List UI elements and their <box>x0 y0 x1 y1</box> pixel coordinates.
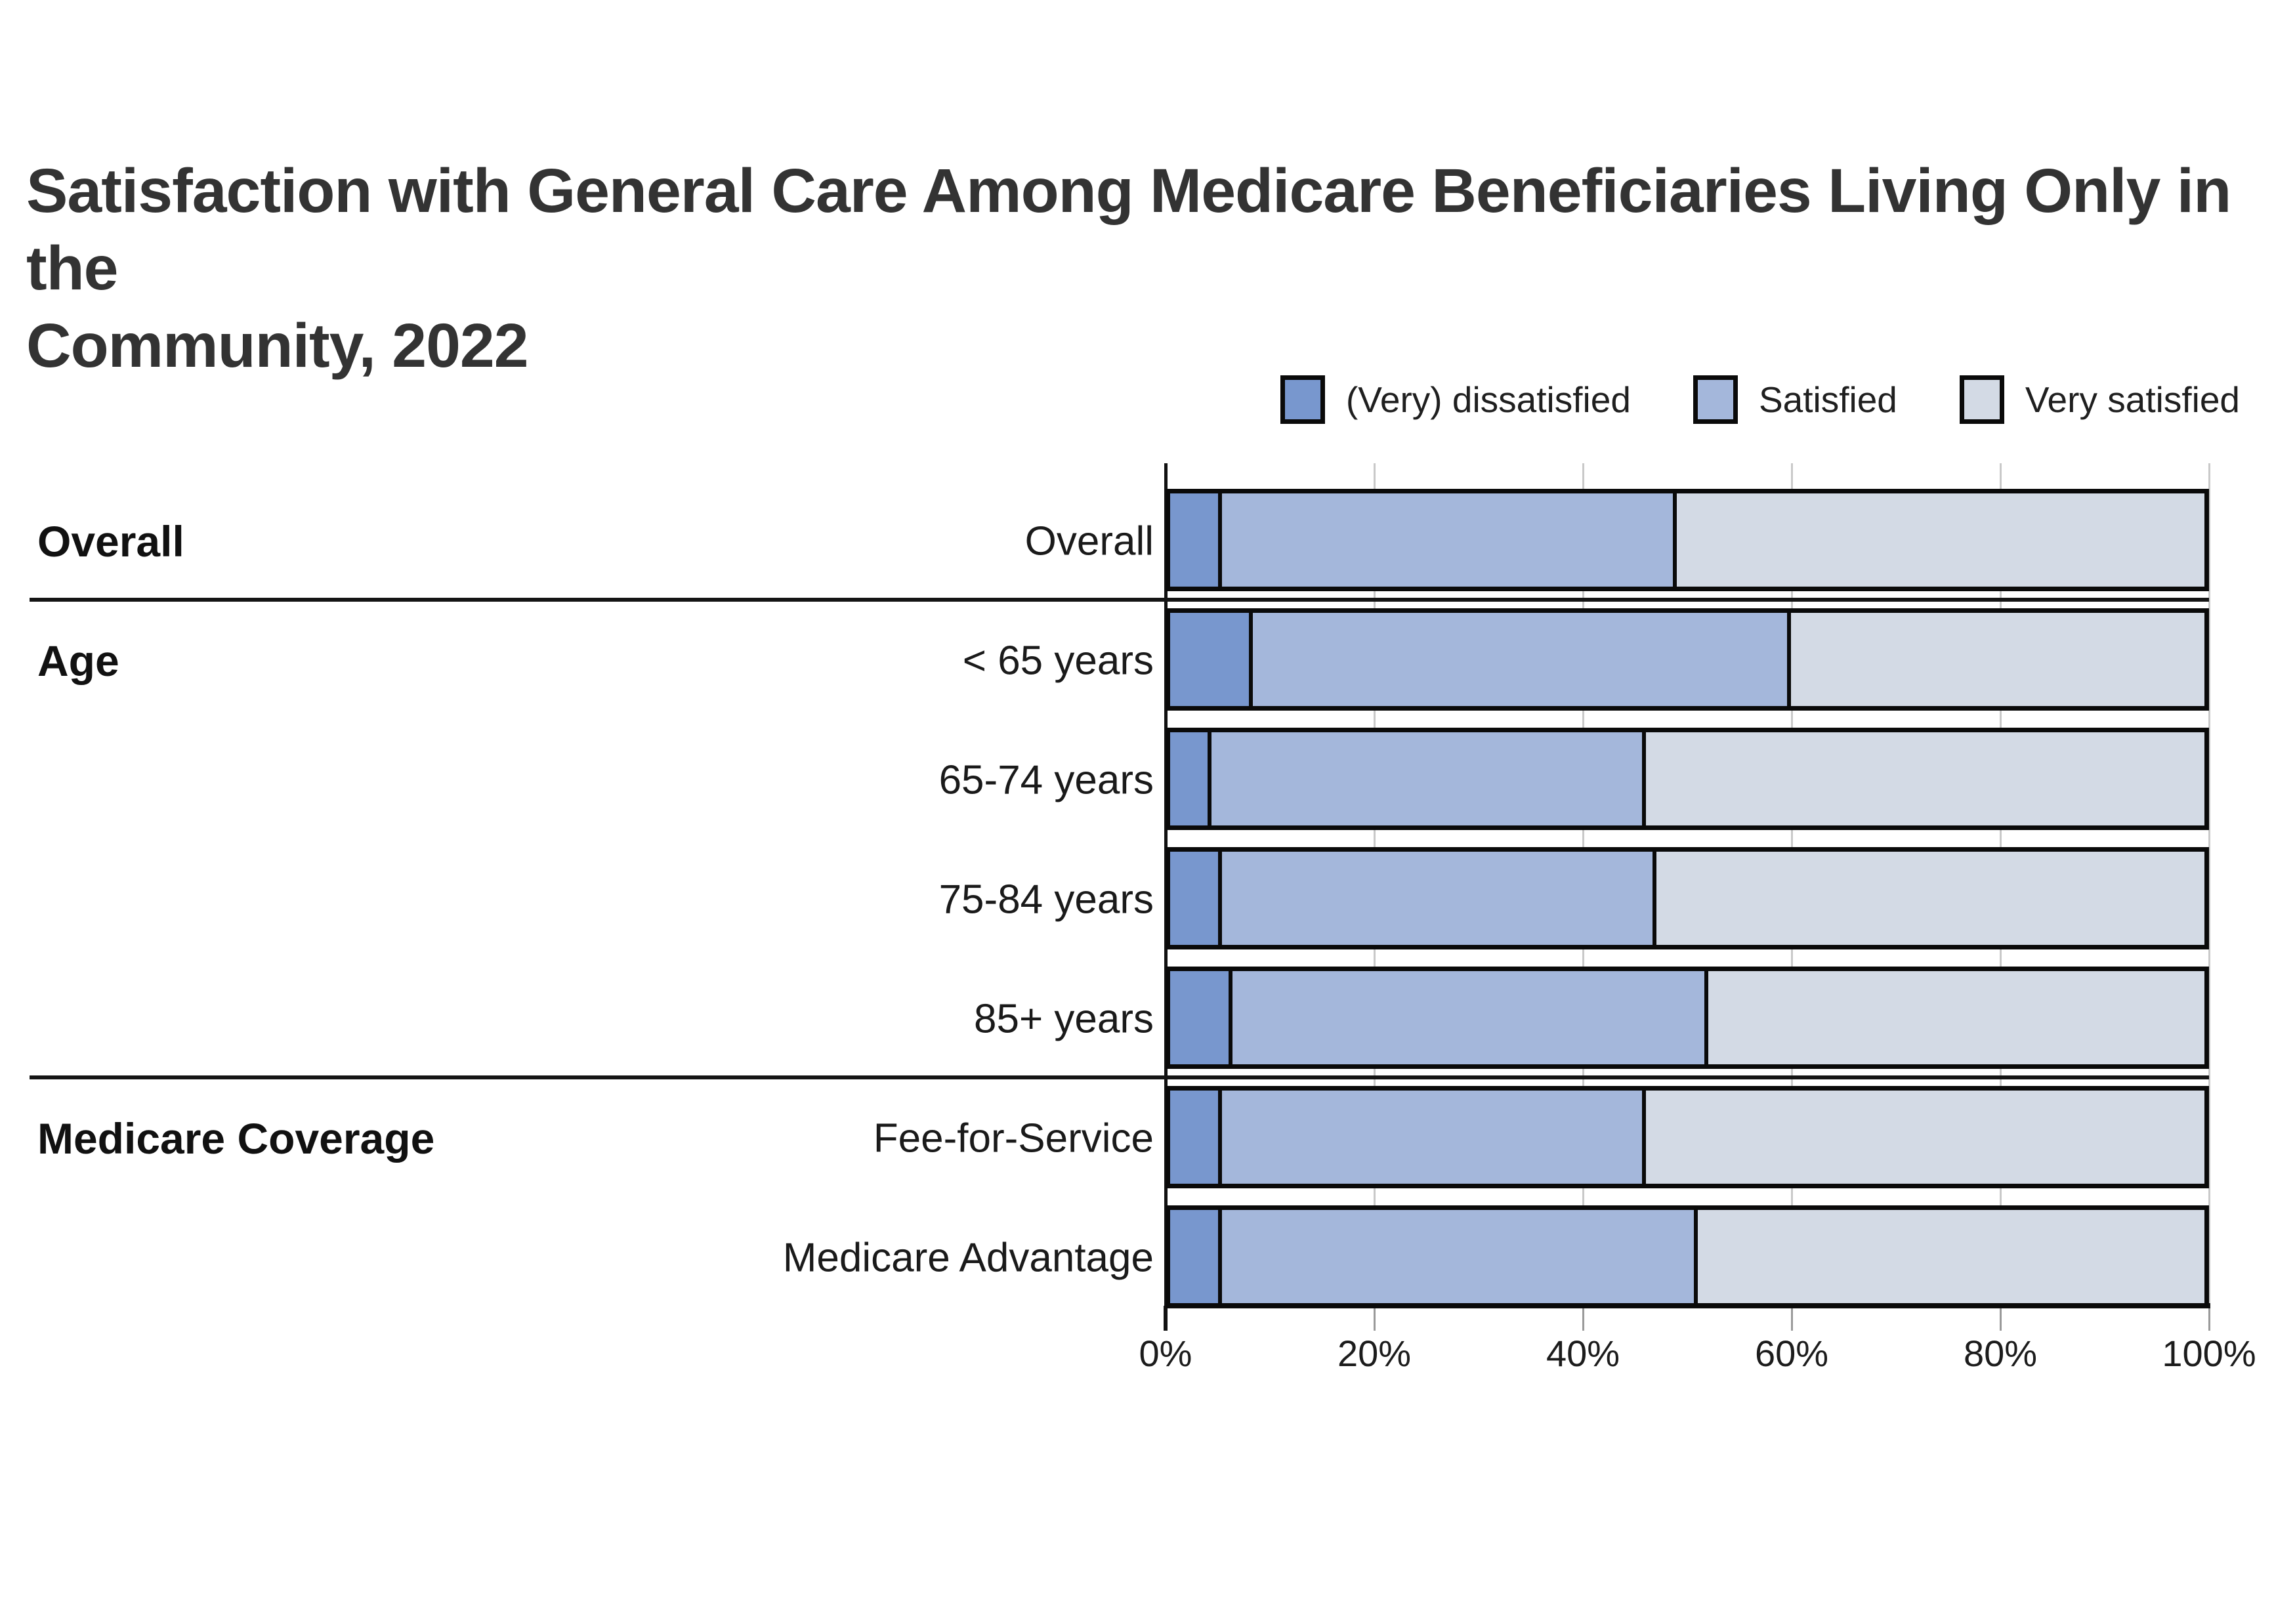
x-tick-label-80: 80% <box>1963 1333 2038 1374</box>
bar-row-4 <box>1166 967 2209 1069</box>
x-tick-label-20: 20% <box>1337 1333 1412 1374</box>
bar-segment-satisfied <box>1232 971 1708 1064</box>
legend-item-dissatisfied: (Very) dissatisfied <box>1280 375 1631 424</box>
bar-segment-dissatisfied <box>1170 852 1222 945</box>
bar-segment-very-satisfied <box>1645 1091 2204 1184</box>
group-label-medicare-coverage: Medicare Coverage <box>37 1114 435 1163</box>
x-tick-label-100: 100% <box>2162 1333 2256 1374</box>
bar-row-0 <box>1166 489 2209 591</box>
bar-row-6 <box>1166 1205 2209 1308</box>
legend-item-very-satisfied: Very satisfied <box>1959 375 2240 424</box>
page-title-line2: Community, 2022 <box>26 311 529 381</box>
bar-segment-dissatisfied <box>1170 493 1222 587</box>
legend: (Very) dissatisfied Satisfied Very satis… <box>1218 375 2240 424</box>
x-tick-40 <box>1582 1306 1584 1331</box>
bar-segment-very-satisfied <box>1708 971 2204 1064</box>
bar-segment-very-satisfied <box>1790 613 2204 706</box>
x-tick-60 <box>1791 1306 1793 1331</box>
group-separator-1 <box>30 1075 2209 1079</box>
x-tick-label-0: 0% <box>1139 1333 1192 1374</box>
bar-segment-very-satisfied <box>1656 852 2204 945</box>
bar-label-2: 65-74 years <box>938 757 1154 803</box>
page-title-line1: Satisfaction with General Care Among Med… <box>26 156 2231 303</box>
bar-label-0: Overall <box>1024 518 1154 564</box>
x-tick-label-40: 40% <box>1546 1333 1620 1374</box>
x-tick-0 <box>1164 1306 1168 1331</box>
bar-segment-dissatisfied <box>1170 732 1212 825</box>
bar-segment-satisfied <box>1221 1091 1646 1184</box>
legend-item-satisfied: Satisfied <box>1693 375 1897 424</box>
x-tick-100 <box>2208 1306 2210 1331</box>
bar-segment-satisfied <box>1221 493 1677 587</box>
legend-label-satisfied: Satisfied <box>1758 379 1897 420</box>
group-label-age: Age <box>37 636 119 685</box>
legend-label-very-satisfied: Very satisfied <box>2025 379 2240 420</box>
bar-label-6: Medicare Advantage <box>782 1235 1154 1281</box>
group-separator-0 <box>30 598 2209 602</box>
legend-swatch-dissatisfied <box>1280 375 1325 424</box>
bar-segment-satisfied <box>1253 613 1791 706</box>
bar-segment-dissatisfied <box>1170 1091 1222 1184</box>
bar-label-4: 85+ years <box>973 996 1154 1042</box>
x-tick-label-60: 60% <box>1754 1333 1829 1374</box>
legend-swatch-satisfied <box>1693 375 1738 424</box>
gridline-100 <box>2208 463 2210 1306</box>
bar-segment-very-satisfied <box>1697 1210 2204 1303</box>
bar-label-1: < 65 years <box>962 638 1154 684</box>
bar-segment-dissatisfied <box>1170 1210 1222 1303</box>
bar-segment-satisfied <box>1221 1210 1698 1303</box>
bar-segment-very-satisfied <box>1645 732 2204 825</box>
bar-segment-dissatisfied <box>1170 971 1232 1064</box>
bar-label-3: 75-84 years <box>938 877 1154 923</box>
legend-label-dissatisfied: (Very) dissatisfied <box>1345 379 1631 420</box>
x-tick-80 <box>2000 1306 2002 1331</box>
bar-segment-satisfied <box>1221 852 1656 945</box>
bar-segment-very-satisfied <box>1677 493 2204 587</box>
x-tick-20 <box>1374 1306 1376 1331</box>
page-title: Satisfaction with General Care Among Med… <box>26 152 2244 385</box>
bar-row-5 <box>1166 1086 2209 1188</box>
bar-segment-dissatisfied <box>1170 613 1253 706</box>
bar-row-2 <box>1166 728 2209 830</box>
bar-label-5: Fee-for-Service <box>873 1115 1154 1161</box>
group-label-overall: Overall <box>37 517 184 566</box>
legend-swatch-very-satisfied <box>1959 375 2004 424</box>
bar-segment-satisfied <box>1211 732 1646 825</box>
bar-row-1 <box>1166 608 2209 711</box>
bar-row-3 <box>1166 847 2209 949</box>
